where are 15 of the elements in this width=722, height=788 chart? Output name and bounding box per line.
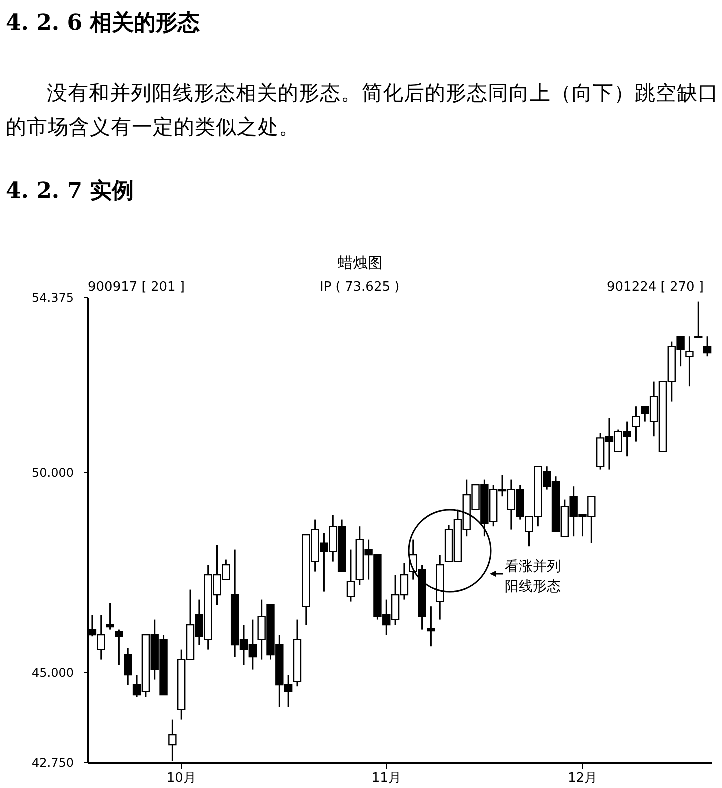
text: 4. 2. 6 相关的形态 xyxy=(6,9,200,38)
x-tick-label: 11月 xyxy=(372,771,402,786)
text: 901224 [ 270 ] xyxy=(607,280,704,295)
y-tick-label: 50.000 xyxy=(32,466,74,480)
text: 4. 2. 7 实例 xyxy=(6,177,134,206)
x-tick-label: 10月 xyxy=(166,771,196,786)
y-tick-label: 42.750 xyxy=(32,756,74,770)
y-tick-label: 45.000 xyxy=(32,666,74,680)
text: 900917 [ 201 ] xyxy=(88,280,185,295)
y-tick-label: 54.375 xyxy=(32,291,74,305)
text: 没有和并列阳线形态相关的形态。简化后的形态同向上（向下）跳空缺口的市场含义有一定的类似之处。 xyxy=(6,80,720,141)
text: IP ( 73.625 ) xyxy=(320,280,400,295)
x-tick-label: 12月 xyxy=(568,771,598,786)
annotation: 看涨并列阳线形态 xyxy=(505,558,562,597)
chart-title: 蜡烛图 xyxy=(338,254,383,273)
